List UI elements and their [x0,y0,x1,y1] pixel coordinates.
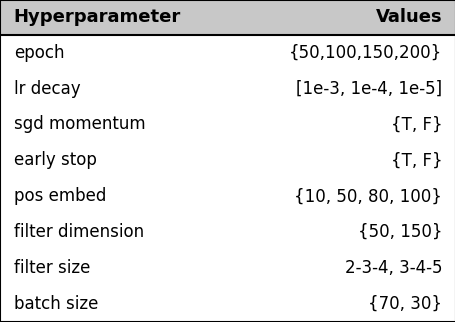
Text: pos embed: pos embed [14,187,106,205]
Text: sgd momentum: sgd momentum [14,115,145,133]
Text: early stop: early stop [14,151,96,169]
Bar [0,0,455,35]
Text: {T, F}: {T, F} [390,115,441,133]
Text: filter size: filter size [14,259,90,277]
Text: {70, 30}: {70, 30} [368,295,441,313]
Bar [0,286,455,322]
Text: {T, F}: {T, F} [390,151,441,169]
Text: {10, 50, 80, 100}: {10, 50, 80, 100} [294,187,441,205]
Text: filter dimension: filter dimension [14,223,143,241]
Bar [0,214,455,250]
Text: {50, 150}: {50, 150} [357,223,441,241]
Bar [0,250,455,286]
Bar [0,71,455,107]
Text: Values: Values [375,8,441,26]
Text: epoch: epoch [14,43,64,62]
Text: Hyperparameter: Hyperparameter [14,8,181,26]
Bar [0,178,455,214]
Text: lr decay: lr decay [14,80,80,98]
Text: [1e-3, 1e-4, 1e-5]: [1e-3, 1e-4, 1e-5] [296,80,441,98]
Text: 2-3-4, 3-4-5: 2-3-4, 3-4-5 [344,259,441,277]
Text: batch size: batch size [14,295,98,313]
Bar [0,107,455,142]
Bar [0,142,455,178]
Bar [0,35,455,71]
Text: {50,100,150,200}: {50,100,150,200} [288,43,441,62]
